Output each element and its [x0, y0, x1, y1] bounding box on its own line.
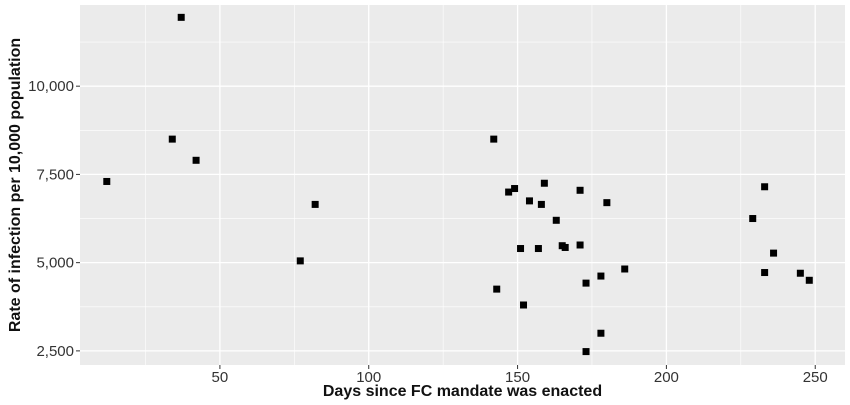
scatter-point [597, 272, 605, 280]
x-axis-title: Days since FC mandate was enacted [323, 383, 602, 400]
scatter-point [552, 216, 560, 224]
scatter-point [505, 188, 513, 196]
scatter-point [525, 197, 533, 205]
scatter-point [621, 265, 629, 273]
y-axis-title: Rate of infection per 10,000 population [7, 38, 24, 332]
y-tick-label: 10,000 [28, 78, 74, 95]
plot-panel [80, 5, 845, 365]
scatter-point [511, 185, 519, 193]
scatter-point [103, 177, 111, 185]
data-points [103, 13, 813, 356]
x-tick-label: 200 [654, 369, 679, 386]
scatter-point [168, 135, 176, 143]
scatter-point [582, 348, 590, 356]
y-axis-ticks: 2,500 5,000 7,500 10,000 [28, 78, 80, 360]
y-tick-label: 7,500 [36, 166, 74, 183]
scatter-point [540, 179, 548, 187]
scatter-point [749, 215, 757, 223]
x-tick-label: 250 [803, 369, 828, 386]
scatter-point [770, 249, 778, 257]
scatter-point [517, 245, 525, 253]
scatter-point [576, 241, 584, 249]
scatter-point [761, 183, 769, 191]
scatter-point [534, 245, 542, 253]
y-tick-label: 2,500 [36, 343, 74, 360]
scatter-point [561, 243, 569, 251]
x-axis-ticks: 50 100 150 200 250 [212, 365, 828, 386]
scatter-point [597, 329, 605, 337]
x-tick-label: 100 [356, 369, 381, 386]
scatter-point [177, 13, 185, 21]
x-tick-label: 50 [212, 369, 229, 386]
scatter-point [490, 135, 498, 143]
scatter-point [805, 276, 813, 284]
scatter-point [311, 200, 319, 208]
scatter-point [603, 199, 611, 207]
scatter-point [582, 279, 590, 287]
x-tick-label: 150 [505, 369, 530, 386]
scatter-point [796, 269, 804, 277]
scatter-point [537, 200, 545, 208]
grid-lines [80, 5, 845, 365]
scatter-point [576, 186, 584, 194]
scatter-point [192, 156, 200, 164]
scatter-point [296, 257, 304, 265]
scatter-point [761, 269, 769, 277]
y-tick-label: 5,000 [36, 255, 74, 272]
scatter-point [493, 285, 501, 293]
scatter-point [520, 301, 528, 309]
